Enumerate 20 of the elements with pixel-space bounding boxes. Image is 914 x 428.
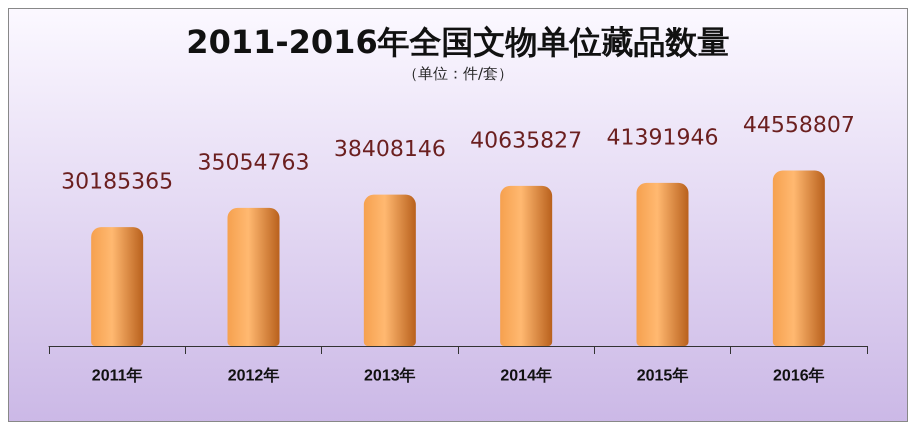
bar xyxy=(91,227,144,346)
x-tick-label: 2011年 xyxy=(92,366,143,384)
x-tick-label: 2012年 xyxy=(228,366,280,384)
x-tick-label: 2016年 xyxy=(773,366,825,384)
data-label: 40635827 xyxy=(470,128,582,154)
chart-title: 2011-2016年全国文物单位藏品数量 xyxy=(186,23,730,61)
bar xyxy=(772,170,825,346)
data-label: 30185365 xyxy=(61,170,174,195)
x-tick-label: 2013年 xyxy=(364,366,416,384)
data-label: 41391946 xyxy=(606,125,718,150)
data-label: 35054763 xyxy=(198,150,310,176)
x-tick-label: 2014年 xyxy=(500,366,552,384)
x-tick-label: 2015年 xyxy=(636,366,688,384)
bar xyxy=(228,208,280,346)
data-label: 44558807 xyxy=(742,112,855,138)
bar xyxy=(636,182,688,346)
bar xyxy=(500,186,552,346)
data-label: 38408146 xyxy=(334,137,446,162)
bar xyxy=(364,194,416,346)
chart-subtitle: （单位：件/套） xyxy=(402,64,514,82)
